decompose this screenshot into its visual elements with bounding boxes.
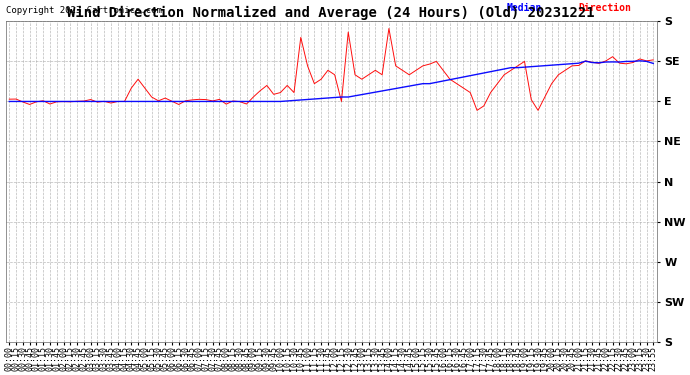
- Text: Copyright 2023 Cartronics.com: Copyright 2023 Cartronics.com: [6, 6, 161, 15]
- Text: Direction: Direction: [579, 3, 631, 13]
- Title: Wind Direction Normalized and Average (24 Hours) (Old) 20231221: Wind Direction Normalized and Average (2…: [68, 6, 595, 20]
- Text: Median: Median: [507, 3, 542, 13]
